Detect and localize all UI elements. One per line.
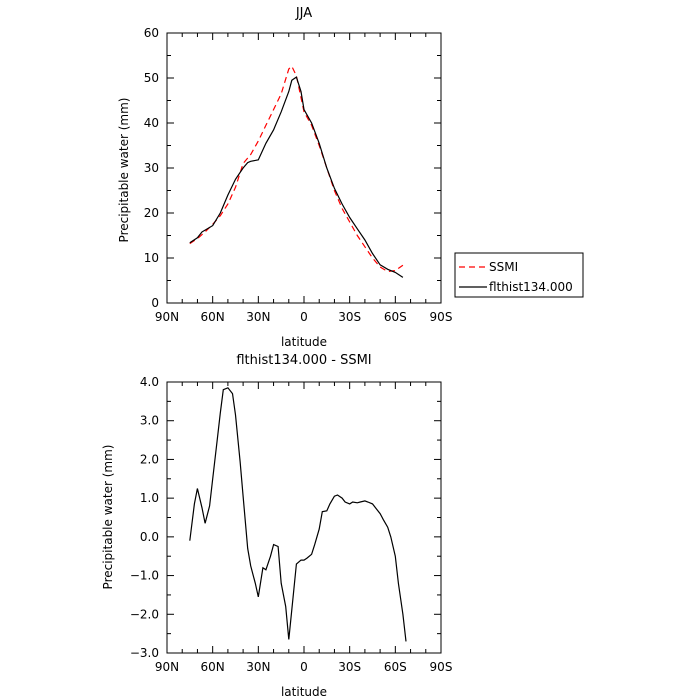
panel-1-series	[189, 65, 404, 278]
panel-1: JJA 90N 60N 30N 0 30S 60S 90S 0 10 20 30 40 50 60 lat…	[117, 6, 452, 349]
x-tick-label: 90S	[430, 310, 453, 324]
panel-2-series	[189, 387, 407, 642]
x-tick-label: 30S	[338, 310, 361, 324]
legend-label-ssmi: SSMI	[489, 260, 518, 274]
x-tick-label: 0	[300, 660, 308, 674]
y-tick-label: 30	[144, 161, 159, 175]
y-tick-label: 4.0	[140, 375, 159, 389]
y-tick-label: 3.0	[140, 414, 159, 428]
panel-1-ticks: 90N 60N 30N 0 30S 60S 90S 0 10 20 30 40 50 60	[144, 26, 453, 324]
x-tick-label: 60N	[201, 310, 225, 324]
y-tick-label: 2.0	[140, 452, 159, 466]
x-tick-label: 90N	[155, 310, 179, 324]
x-tick-label: 30N	[246, 660, 270, 674]
y-tick-label: 20	[144, 206, 159, 220]
y-tick-label: −2.0	[130, 607, 159, 621]
panel-1-title: JJA	[295, 6, 312, 21]
panel-1-frame	[166, 32, 442, 304]
panel-2-frame	[166, 381, 442, 654]
panel-1-ylabel: Precipitable water (mm)	[117, 98, 131, 243]
panel-2-ticks: 90N 60N 30N 0 30S 60S 90S −3.0 −2.0 −1.0 0.0 1.0 2.0…	[130, 375, 453, 674]
legend-label-model: flthist134.000	[489, 280, 573, 294]
x-tick-label: 30S	[338, 660, 361, 674]
y-tick-label: 40	[144, 116, 159, 130]
series-line-difference-0	[189, 387, 407, 642]
panel-2-xlabel: latitude	[281, 685, 327, 699]
x-tick-label: 90N	[155, 660, 179, 674]
x-tick-label: 60N	[201, 660, 225, 674]
legend-box	[454, 252, 584, 298]
y-tick-label: −3.0	[130, 646, 159, 660]
panel-1-xlabel: latitude	[281, 335, 327, 349]
y-tick-label: −1.0	[130, 569, 159, 583]
y-tick-label: 0	[151, 296, 159, 310]
x-tick-label: 60S	[384, 310, 407, 324]
x-tick-label: 90S	[430, 660, 453, 674]
y-tick-label: 60	[144, 26, 159, 40]
x-tick-label: 60S	[384, 660, 407, 674]
x-tick-label: 30N	[246, 310, 270, 324]
y-tick-label: 50	[144, 71, 159, 85]
y-tick-label: 0.0	[140, 530, 159, 544]
panel-2-title: flthist134.000 - SSMI	[236, 353, 371, 368]
series-line-flthist134-000	[189, 76, 404, 278]
x-tick-label: 0	[300, 310, 308, 324]
panel-2: flthist134.000 - SSMI 90N 60N 30N 0 30S 60S 90…	[101, 353, 452, 699]
legend: SSMI flthist134.000	[454, 252, 584, 298]
panel-2-ylabel: Precipitable water (mm)	[101, 445, 115, 590]
y-tick-label: 10	[144, 251, 159, 265]
series-line-ssmi	[189, 65, 404, 273]
y-tick-label: 1.0	[140, 491, 159, 505]
